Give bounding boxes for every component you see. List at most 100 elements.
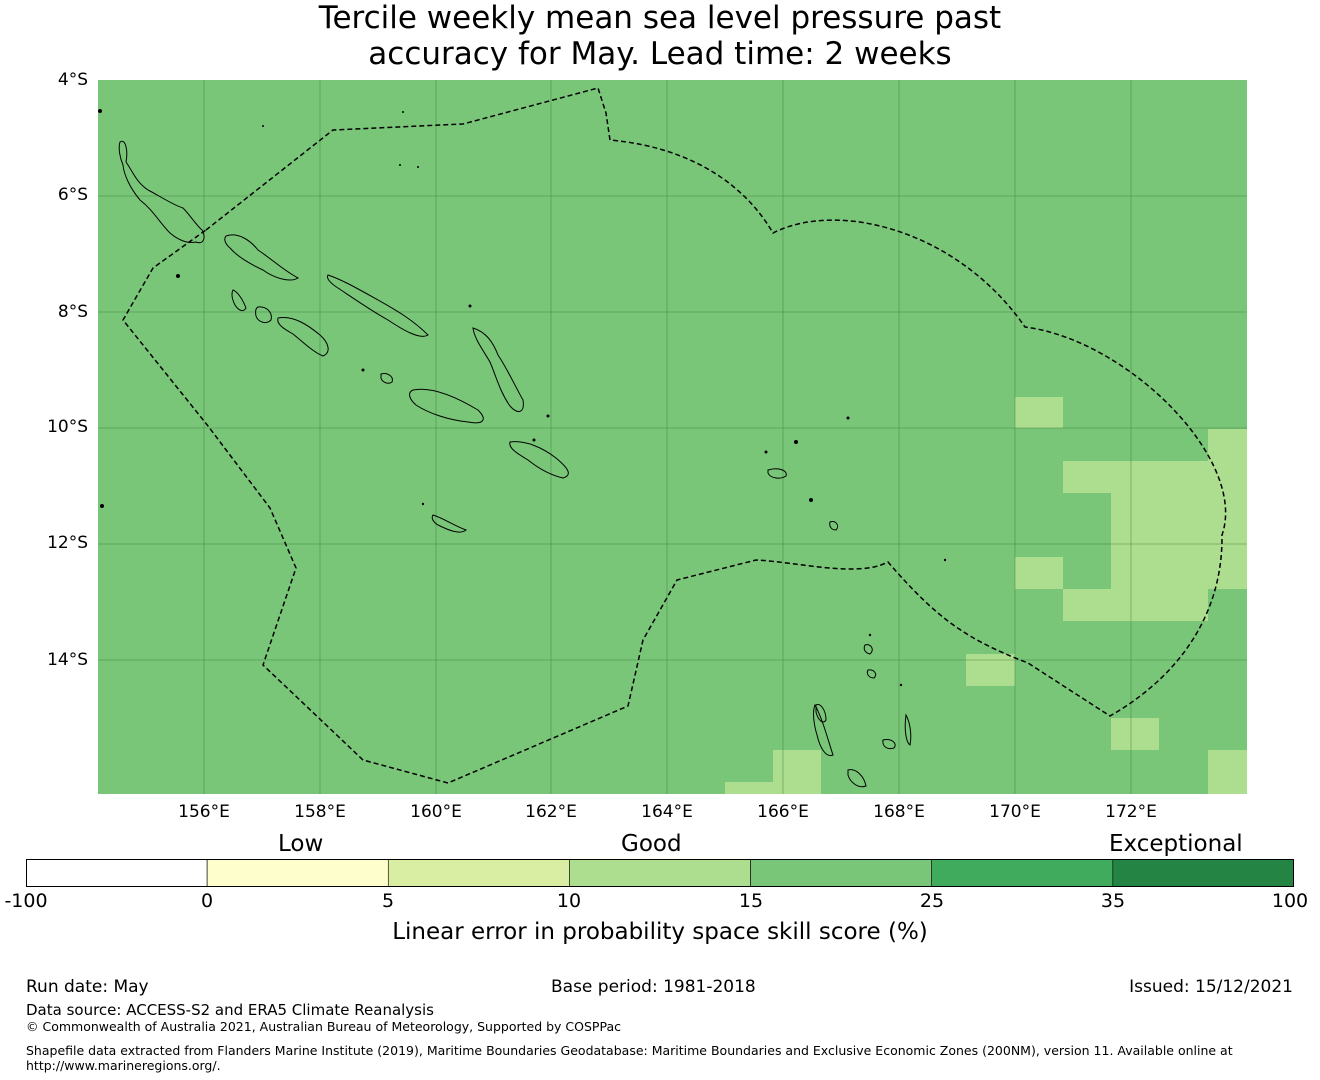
islet xyxy=(468,304,472,308)
lighter-skill-cells xyxy=(725,397,1247,794)
lat-label-14s: 14°S xyxy=(47,650,88,670)
category-label-exceptional: Exceptional xyxy=(1109,831,1243,857)
maewo-island xyxy=(904,713,912,746)
vanua-lava-island xyxy=(863,644,873,655)
nendo-island xyxy=(767,468,787,479)
colorbar-segment-10-15 xyxy=(569,859,751,887)
light-cell xyxy=(773,750,821,794)
lon-label-156e: 156°E xyxy=(178,802,230,822)
bougainville-island xyxy=(118,140,205,244)
colorbar-tick-15: 15 xyxy=(738,890,764,912)
lon-label-164e: 164°E xyxy=(641,802,693,822)
light-cell xyxy=(1208,750,1247,794)
lon-label-170e: 170°E xyxy=(989,802,1041,822)
map-title-line-1: Tercile weekly mean sea level pressure p… xyxy=(318,0,1002,36)
map-background-good-skill xyxy=(98,80,1247,794)
islet xyxy=(868,633,872,637)
category-label-good: Good xyxy=(621,831,682,857)
lon-label-160e: 160°E xyxy=(410,802,462,822)
islet xyxy=(361,368,365,372)
colorbar xyxy=(26,859,1294,887)
map-title-line-2: accuracy for May. Lead time: 2 weeks xyxy=(368,36,952,72)
islet xyxy=(794,440,798,444)
issued-date: Issued: 15/12/2021 xyxy=(1129,977,1293,997)
kolombangara-island xyxy=(255,306,272,324)
shapefile-credit-line-1: Shapefile data extracted from Flanders M… xyxy=(26,1043,1233,1058)
new-georgia-island xyxy=(277,316,329,357)
lon-label-162e: 162°E xyxy=(525,802,577,822)
espiritu-santo-island xyxy=(813,703,834,757)
rennell-island xyxy=(431,514,467,533)
islet xyxy=(98,109,102,113)
colorbar-outline xyxy=(26,859,1294,887)
islet xyxy=(402,111,404,113)
light-cell xyxy=(1111,525,1247,557)
islet xyxy=(262,125,264,127)
shapefile-credit-line-2: http://www.marineregions.org/. xyxy=(26,1058,221,1073)
islet xyxy=(532,438,536,442)
islet xyxy=(764,450,768,454)
colorbar-tick-0: 0 xyxy=(200,890,214,912)
vella-lavella-island xyxy=(231,289,247,312)
colorbar-title: Linear error in probability space skill … xyxy=(392,919,928,945)
islet xyxy=(100,504,104,508)
islet xyxy=(943,558,947,562)
copyright-notice: © Commonwealth of Australia 2021, Austra… xyxy=(26,1019,621,1034)
lat-label-6s: 6°S xyxy=(57,185,88,205)
colorbar-tick-5: 5 xyxy=(381,890,395,912)
data-source: Data source: ACCESS-S2 and ERA5 Climate … xyxy=(26,1001,434,1019)
malakula-island xyxy=(847,769,867,788)
espiritu-santo-north xyxy=(815,703,827,723)
islet xyxy=(399,164,401,166)
colorbar-segment-neg100-0 xyxy=(26,859,208,887)
colorbar-tick-10: 10 xyxy=(556,890,582,912)
colorbar-segment-15-25 xyxy=(750,859,932,887)
colorbar-tick-25: 25 xyxy=(919,890,945,912)
islet xyxy=(546,414,550,418)
lat-label-4s: 4°S xyxy=(57,70,88,90)
coastlines xyxy=(118,140,912,788)
lat-label-10s: 10°S xyxy=(47,417,88,437)
light-cell xyxy=(1111,493,1247,525)
skill-score-map xyxy=(98,80,1247,794)
malaita-island xyxy=(472,327,524,412)
colorbar-segment-35-100 xyxy=(1112,859,1294,887)
islet xyxy=(176,274,180,278)
islet xyxy=(846,416,850,420)
lon-label-158e: 158°E xyxy=(294,802,346,822)
ambae-island xyxy=(882,739,896,750)
lat-label-8s: 8°S xyxy=(57,302,88,322)
light-cell xyxy=(1015,397,1063,428)
run-date: Run date: May xyxy=(26,977,149,997)
gaua-island xyxy=(866,669,877,679)
light-cell xyxy=(1063,461,1247,493)
islet xyxy=(421,502,425,506)
category-label-low: Low xyxy=(278,831,324,857)
makira-island xyxy=(509,441,569,479)
small-islets xyxy=(98,109,947,687)
light-cell xyxy=(725,782,773,794)
eez-boundaries xyxy=(122,87,1227,784)
colorbar-segment-25-35 xyxy=(931,859,1114,887)
light-cell xyxy=(1111,557,1247,589)
light-cell xyxy=(1063,589,1208,621)
guadalcanal-island xyxy=(409,388,484,424)
islet xyxy=(899,683,903,687)
lon-label-172e: 172°E xyxy=(1105,802,1157,822)
colorbar-tick-100: 100 xyxy=(1271,890,1309,912)
lon-label-166e: 166°E xyxy=(757,802,809,822)
lat-label-12s: 12°S xyxy=(47,533,88,553)
choiseul-island xyxy=(224,234,299,281)
light-cell xyxy=(1015,557,1063,589)
islet xyxy=(809,498,813,502)
colorbar-tick-neg100: -100 xyxy=(4,890,48,912)
santa-isabel-island xyxy=(327,274,429,337)
base-period: Base period: 1981-2018 xyxy=(551,977,756,997)
light-cell xyxy=(1208,429,1247,461)
solomon-islands-eez xyxy=(122,87,1227,784)
lon-label-168e: 168°E xyxy=(873,802,925,822)
colorbar-segment-0-5 xyxy=(206,859,389,887)
colorbar-tick-35: 35 xyxy=(1100,890,1126,912)
light-cell xyxy=(1111,718,1159,750)
light-cell xyxy=(966,654,1015,686)
